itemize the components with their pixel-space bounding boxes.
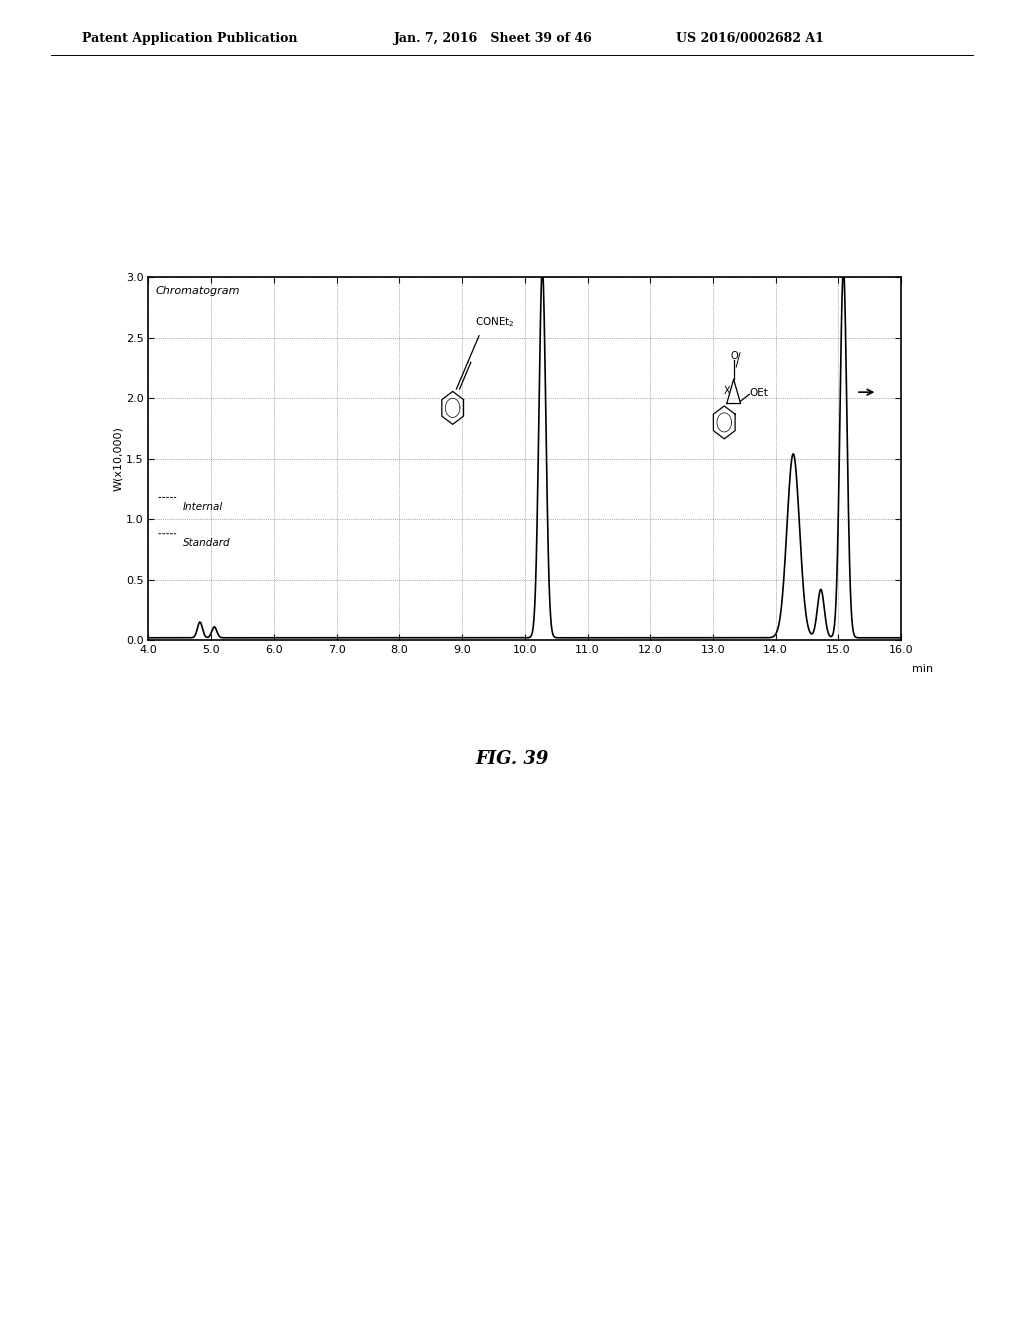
Text: US 2016/0002682 A1: US 2016/0002682 A1 xyxy=(676,32,823,45)
Text: Internal: Internal xyxy=(183,502,223,512)
Text: OEt: OEt xyxy=(750,388,768,397)
Text: O: O xyxy=(730,351,738,360)
Text: Jan. 7, 2016   Sheet 39 of 46: Jan. 7, 2016 Sheet 39 of 46 xyxy=(394,32,593,45)
Text: Patent Application Publication: Patent Application Publication xyxy=(82,32,297,45)
Text: X: X xyxy=(724,387,730,396)
Text: Chromatogram: Chromatogram xyxy=(156,285,241,296)
Text: FIG. 39: FIG. 39 xyxy=(475,750,549,768)
Y-axis label: W(x10,000): W(x10,000) xyxy=(113,426,123,491)
Text: min: min xyxy=(912,664,934,675)
Text: CONEt$_2$: CONEt$_2$ xyxy=(475,314,515,329)
Text: Standard: Standard xyxy=(183,537,230,548)
